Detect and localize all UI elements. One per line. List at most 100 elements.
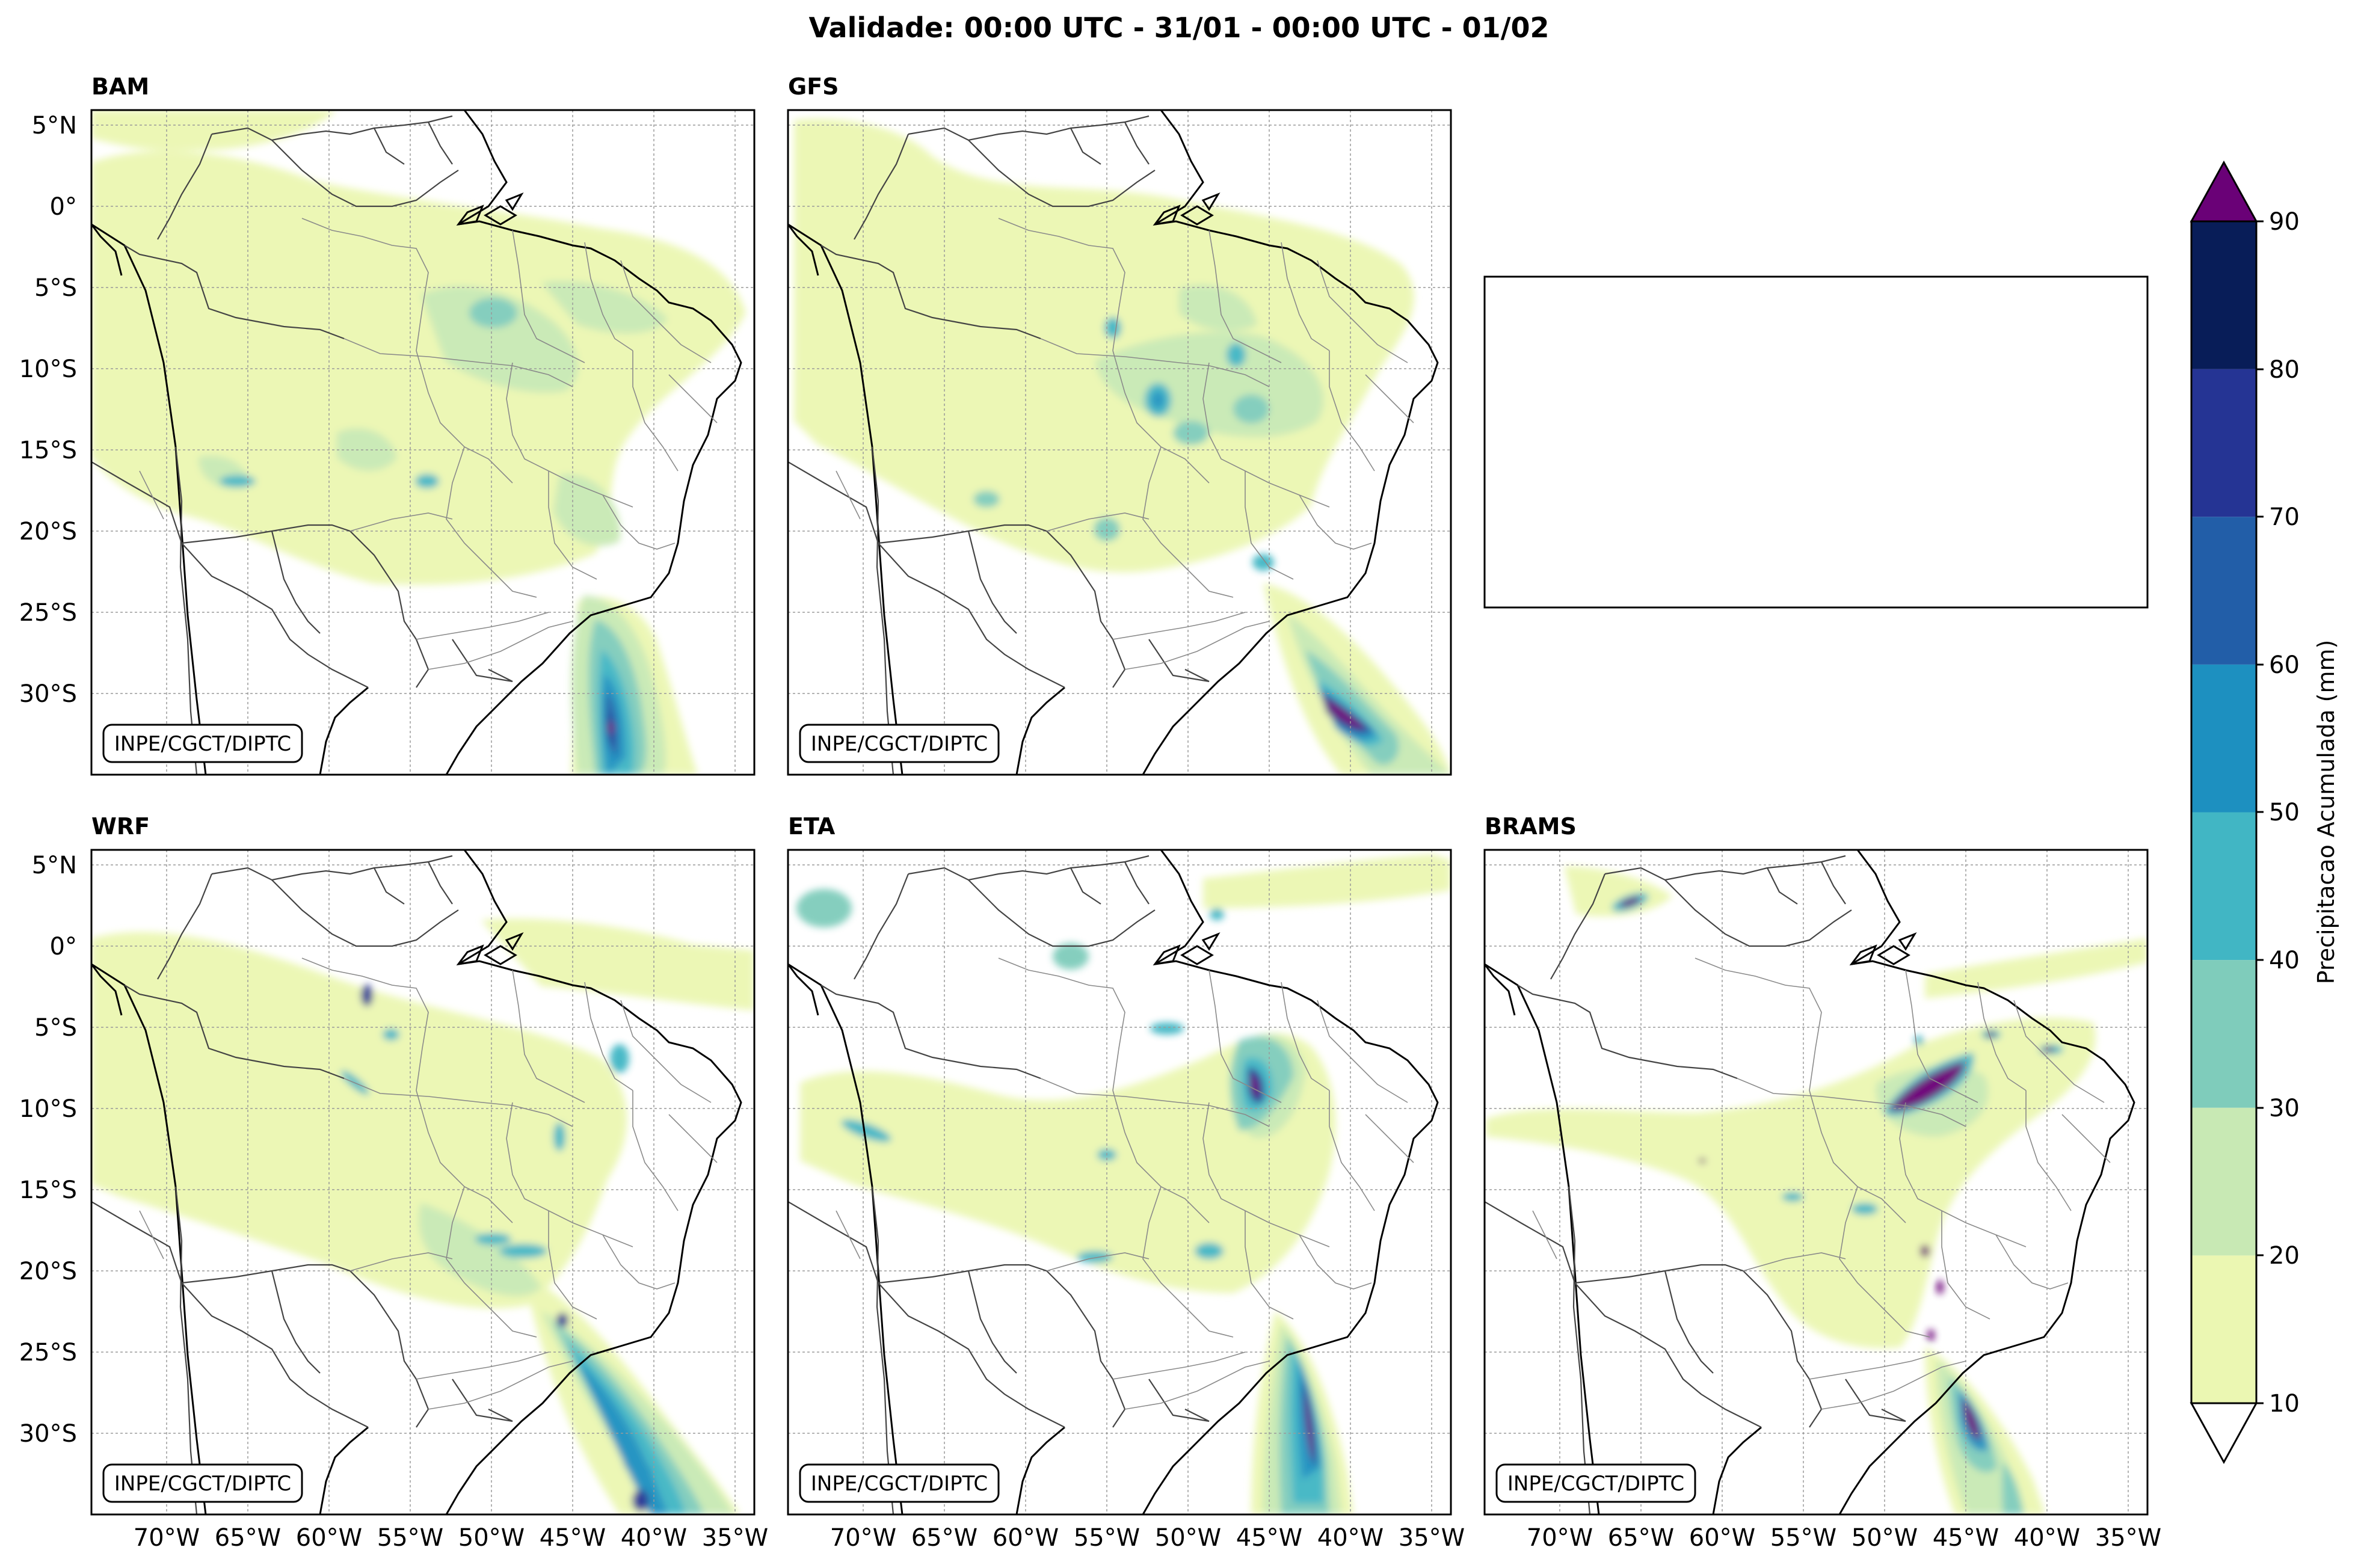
colorbar-tick-label: 40 xyxy=(2269,947,2300,974)
lat-tick-label: 15°S xyxy=(19,437,77,464)
map-frame-brams xyxy=(1483,849,2149,1516)
lon-tick-label: 65°W xyxy=(215,1524,281,1552)
figure-title: Validade: 00:00 UTC - 31/01 - 00:00 UTC … xyxy=(808,11,1549,44)
colorbar-tick-label: 90 xyxy=(2269,208,2300,236)
colorbar-segment xyxy=(2191,369,2256,517)
colorbar-label: Precipitacao Acumulada (mm) xyxy=(2313,640,2339,985)
panel-eta: ETA xyxy=(787,813,1452,1516)
lon-tick-label: 50°W xyxy=(458,1524,525,1552)
lat-tick-label: 25°S xyxy=(19,1339,77,1367)
lon-tick-label: 35°W xyxy=(702,1524,768,1552)
credit-box-gfs xyxy=(799,724,1000,763)
lon-tick-label: 50°W xyxy=(1852,1524,1918,1552)
lat-tick-label: 5°S xyxy=(34,274,77,302)
credit-text-wrf: INPE/CGCT/DIPTC xyxy=(114,1472,291,1496)
credit-box-wrf xyxy=(102,1463,303,1503)
lat-tick-label: 5°N xyxy=(32,852,77,879)
lat-tick-label: 5°S xyxy=(34,1014,77,1042)
map-frame-eta xyxy=(787,849,1452,1516)
colorbar-tick-label: 10 xyxy=(2269,1390,2300,1418)
lat-tick-label: 30°S xyxy=(19,1420,77,1448)
colorbar-ticks: 10 20 30 40 50 60 70 80 90 xyxy=(2256,208,2300,1418)
map-frame-wrf xyxy=(90,849,756,1516)
colorbar-segment xyxy=(2191,221,2256,369)
lon-tick-label: 35°W xyxy=(2095,1524,2161,1552)
map-frame-bam xyxy=(90,109,756,776)
lon-tick-label: 40°W xyxy=(2014,1524,2080,1552)
lon-tick-label: 55°W xyxy=(377,1524,443,1552)
lat-tick-label: 10°S xyxy=(19,1095,77,1123)
lat-tick-label: 20°S xyxy=(19,518,77,546)
lon-tick-label: 60°W xyxy=(296,1524,362,1552)
panel-label-eta: ETA xyxy=(788,813,836,840)
colorbar-segment xyxy=(2191,517,2256,665)
precipitation-field-bam xyxy=(91,110,746,775)
lon-tick-label: 40°W xyxy=(621,1524,687,1552)
lon-tick-label: 70°W xyxy=(1527,1524,1593,1552)
lon-tick-label: 45°W xyxy=(540,1524,606,1552)
map-frame-gfs xyxy=(787,109,1452,776)
precipitation-field-eta xyxy=(796,854,1451,1514)
panel-wrf: WRF xyxy=(90,813,756,1516)
colorbar-tick-label: 80 xyxy=(2269,356,2300,384)
lat-tick-label: 25°S xyxy=(19,599,77,627)
colorbar-tick-label: 60 xyxy=(2269,651,2300,679)
credit-text-bam: INPE/CGCT/DIPTC xyxy=(114,732,291,756)
lon-tick-label: 60°W xyxy=(993,1524,1059,1552)
precipitation-field-brams xyxy=(1486,866,2147,1514)
panel-brams: BRAMS xyxy=(1483,813,2149,1516)
lon-tick-label: 65°W xyxy=(911,1524,977,1552)
lon-tick-label: 70°W xyxy=(830,1524,896,1552)
panel-bam: BAM xyxy=(90,73,756,776)
lat-tick-label: 15°S xyxy=(19,1176,77,1204)
colorbar-tick-label: 70 xyxy=(2269,503,2300,531)
panel-label-bam: BAM xyxy=(91,73,149,100)
empty-panel xyxy=(1483,275,2149,609)
lat-tick-label: 5°N xyxy=(32,112,77,140)
lon-tick-label: 50°W xyxy=(1155,1524,1221,1552)
credit-text-eta: INPE/CGCT/DIPTC xyxy=(811,1472,988,1496)
lat-tick-label: 0° xyxy=(50,193,77,221)
lon-tick-label: 40°W xyxy=(1317,1524,1384,1552)
colorbar-segment xyxy=(2191,1107,2256,1256)
lon-tick-label: 45°W xyxy=(1236,1524,1302,1552)
credit-text-brams: INPE/CGCT/DIPTC xyxy=(1507,1472,1684,1496)
lat-tick-label: 10°S xyxy=(19,355,77,383)
lon-tick-label: 70°W xyxy=(134,1524,200,1552)
lon-tick-label: 55°W xyxy=(1074,1524,1140,1552)
lon-axis-wrf: 70°W 65°W 60°W 55°W 50°W 45°W 40°W 35°W xyxy=(134,1524,768,1552)
lon-tick-label: 60°W xyxy=(1689,1524,1755,1552)
lat-axis-bottom: 5°N 0° 5°S 10°S 15°S 20°S 25°S 30°S xyxy=(19,852,77,1448)
colorbar: 10 20 30 40 50 60 70 80 90 Precipitacao … xyxy=(2190,160,2339,1465)
lon-axis-eta: 70°W 65°W 60°W 55°W 50°W 45°W 40°W 35°W xyxy=(830,1524,1465,1552)
colorbar-segments xyxy=(2191,221,2256,1403)
credit-box-brams xyxy=(1495,1463,1696,1503)
credit-text-gfs: INPE/CGCT/DIPTC xyxy=(811,732,988,756)
lat-tick-label: 30°S xyxy=(19,680,77,708)
lon-axis-brams: 70°W 65°W 60°W 55°W 50°W 45°W 40°W 35°W xyxy=(1527,1524,2161,1552)
colorbar-segment xyxy=(2191,1255,2256,1403)
colorbar-segment xyxy=(2191,664,2256,813)
colorbar-tick-label: 30 xyxy=(2269,1095,2300,1122)
panel-label-gfs: GFS xyxy=(788,73,839,100)
colorbar-segment xyxy=(2191,960,2256,1108)
credit-box-eta xyxy=(799,1463,1000,1503)
precipitation-field-wrf xyxy=(91,918,754,1514)
colorbar-tick-label: 50 xyxy=(2269,799,2300,826)
panel-gfs: GFS xyxy=(787,73,1452,776)
colorbar-extend-under xyxy=(2190,1402,2258,1465)
lon-tick-label: 65°W xyxy=(1608,1524,1674,1552)
lon-tick-label: 55°W xyxy=(1770,1524,1836,1552)
colorbar-extend-over xyxy=(2190,160,2258,223)
lon-tick-label: 35°W xyxy=(1399,1524,1465,1552)
colorbar-segment xyxy=(2191,812,2256,961)
lat-tick-label: 0° xyxy=(50,933,77,961)
precipitation-field-gfs xyxy=(794,118,1451,775)
lat-axis-top: 5°N 0° 5°S 10°S 15°S 20°S 25°S 30°S xyxy=(19,112,77,708)
colorbar-tick-label: 20 xyxy=(2269,1242,2300,1270)
lon-tick-label: 45°W xyxy=(1933,1524,1999,1552)
panel-label-brams: BRAMS xyxy=(1485,813,1577,840)
credit-box-bam xyxy=(102,724,303,763)
lat-tick-label: 20°S xyxy=(19,1258,77,1285)
